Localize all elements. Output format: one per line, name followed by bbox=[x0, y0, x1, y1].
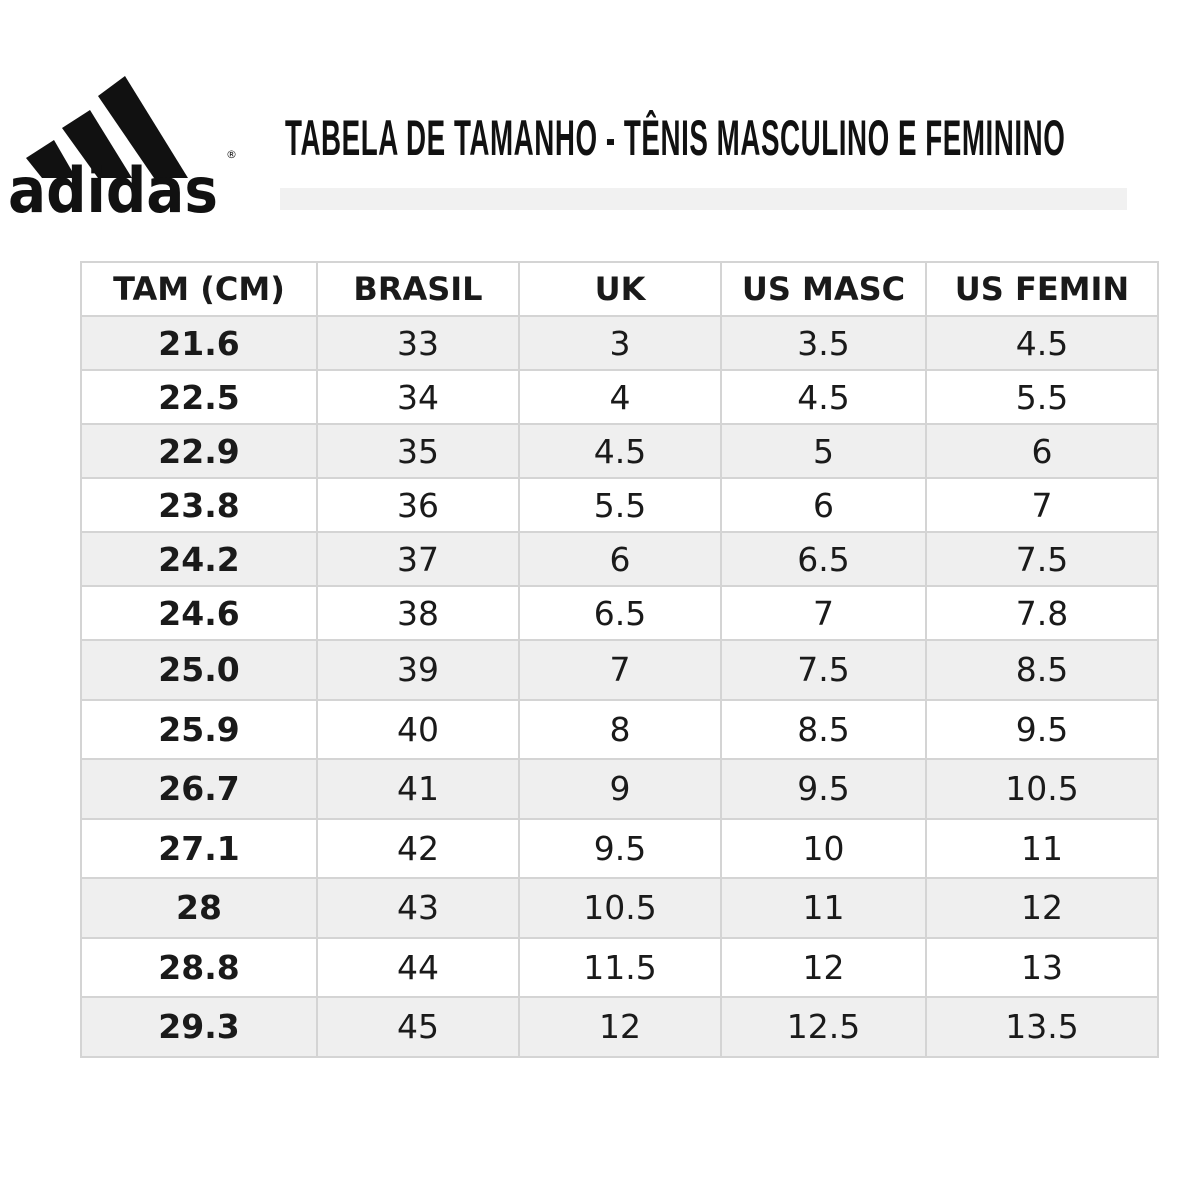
table-row: 25.0 39 7 7.5 8.5 bbox=[80, 639, 1159, 701]
table-cell: 13.5 bbox=[925, 996, 1159, 1058]
table-row: 27.1 42 9.5 10 11 bbox=[80, 817, 1159, 879]
table-row: 22.5 34 4 4.5 5.5 bbox=[80, 369, 1159, 425]
column-header: TAM (CM) bbox=[80, 261, 318, 317]
table-cell: 22.5 bbox=[80, 369, 318, 425]
adidas-logo: adidas ® bbox=[8, 76, 237, 222]
table-cell: 7.5 bbox=[720, 639, 927, 701]
table-cell: 3.5 bbox=[720, 315, 927, 371]
table-cell: 5.5 bbox=[925, 369, 1159, 425]
table-cell: 11 bbox=[925, 817, 1159, 879]
table-cell: 10.5 bbox=[518, 877, 722, 939]
table-row: 29.3 45 12 12.5 13.5 bbox=[80, 996, 1159, 1058]
table-cell: 3 bbox=[518, 315, 722, 371]
table-cell: 7 bbox=[720, 585, 927, 641]
table-cell: 29.3 bbox=[80, 996, 318, 1058]
table-cell: 35 bbox=[316, 423, 520, 479]
table-cell: 7 bbox=[925, 477, 1159, 533]
table-cell: 8 bbox=[518, 698, 722, 760]
table-cell: 10 bbox=[720, 817, 927, 879]
table-cell: 8.5 bbox=[720, 698, 927, 760]
table-cell: 33 bbox=[316, 315, 520, 371]
table-cell: 5.5 bbox=[518, 477, 722, 533]
table-cell: 9.5 bbox=[925, 698, 1159, 760]
table-cell: 6.5 bbox=[518, 585, 722, 641]
table-cell: 11.5 bbox=[518, 936, 722, 998]
table-cell: 24.2 bbox=[80, 531, 318, 587]
table-cell: 26.7 bbox=[80, 758, 318, 820]
table-header-row: TAM (CM) BRASIL UK US MASC US FEMIN bbox=[80, 261, 1159, 317]
table-row: 22.9 35 4.5 5 6 bbox=[80, 423, 1159, 479]
three-stripes-icon bbox=[26, 76, 188, 178]
table-cell: 10.5 bbox=[925, 758, 1159, 820]
table-cell: 24.6 bbox=[80, 585, 318, 641]
table-cell: 4.5 bbox=[925, 315, 1159, 371]
table-cell: 21.6 bbox=[80, 315, 318, 371]
table-cell: 34 bbox=[316, 369, 520, 425]
column-header: BRASIL bbox=[316, 261, 520, 317]
column-header: US FEMIN bbox=[925, 261, 1159, 317]
column-header: UK bbox=[518, 261, 722, 317]
table-cell: 25.0 bbox=[80, 639, 318, 701]
table-cell: 6 bbox=[925, 423, 1159, 479]
table-cell: 27.1 bbox=[80, 817, 318, 879]
table-row: 21.6 33 3 3.5 4.5 bbox=[80, 315, 1159, 371]
table-cell: 13 bbox=[925, 936, 1159, 998]
table-cell: 6.5 bbox=[720, 531, 927, 587]
table-row: 26.7 41 9 9.5 10.5 bbox=[80, 758, 1159, 820]
table-cell: 7 bbox=[518, 639, 722, 701]
table-row: 28 43 10.5 11 12 bbox=[80, 877, 1159, 939]
table-row: 28.8 44 11.5 12 13 bbox=[80, 936, 1159, 998]
table-row: 25.9 40 8 8.5 9.5 bbox=[80, 698, 1159, 760]
table-cell: 9.5 bbox=[518, 817, 722, 879]
table-cell: 9 bbox=[518, 758, 722, 820]
table-cell: 4 bbox=[518, 369, 722, 425]
table-cell: 41 bbox=[316, 758, 520, 820]
table-cell: 5 bbox=[720, 423, 927, 479]
table-cell: 23.8 bbox=[80, 477, 318, 533]
table-cell: 39 bbox=[316, 639, 520, 701]
table-cell: 37 bbox=[316, 531, 520, 587]
table-cell: 45 bbox=[316, 996, 520, 1058]
table-cell: 4.5 bbox=[720, 369, 927, 425]
table-cell: 6 bbox=[720, 477, 927, 533]
table-cell: 44 bbox=[316, 936, 520, 998]
table-cell: 12.5 bbox=[720, 996, 927, 1058]
table-cell: 40 bbox=[316, 698, 520, 760]
table-row: 23.8 36 5.5 6 7 bbox=[80, 477, 1159, 533]
table-cell: 43 bbox=[316, 877, 520, 939]
table-cell: 12 bbox=[720, 936, 927, 998]
table-cell: 28.8 bbox=[80, 936, 318, 998]
table-cell: 28 bbox=[80, 877, 318, 939]
registered-mark: ® bbox=[226, 148, 237, 161]
table-cell: 7.5 bbox=[925, 531, 1159, 587]
table-cell: 7.8 bbox=[925, 585, 1159, 641]
table-cell: 8.5 bbox=[925, 639, 1159, 701]
size-table: TAM (CM) BRASIL UK US MASC US FEMIN 21.6 33 3 3… bbox=[80, 261, 1159, 1058]
table-cell: 42 bbox=[316, 817, 520, 879]
table-row: 24.2 37 6 6.5 7.5 bbox=[80, 531, 1159, 587]
title-underline-bar bbox=[280, 188, 1127, 210]
logo-wordmark: adidas bbox=[8, 154, 218, 222]
table-cell: 6 bbox=[518, 531, 722, 587]
table-cell: 22.9 bbox=[80, 423, 318, 479]
table-cell: 36 bbox=[316, 477, 520, 533]
table-row: 24.6 38 6.5 7 7.8 bbox=[80, 585, 1159, 641]
table-cell: 4.5 bbox=[518, 423, 722, 479]
table-cell: 12 bbox=[925, 877, 1159, 939]
table-cell: 9.5 bbox=[720, 758, 927, 820]
table-cell: 11 bbox=[720, 877, 927, 939]
table-cell: 38 bbox=[316, 585, 520, 641]
table-cell: 25.9 bbox=[80, 698, 318, 760]
table-cell: 12 bbox=[518, 996, 722, 1058]
column-header: US MASC bbox=[720, 261, 927, 317]
page-title: TABELA DE TAMANHO - TÊNIS MASCULINO E FE… bbox=[285, 110, 1066, 166]
